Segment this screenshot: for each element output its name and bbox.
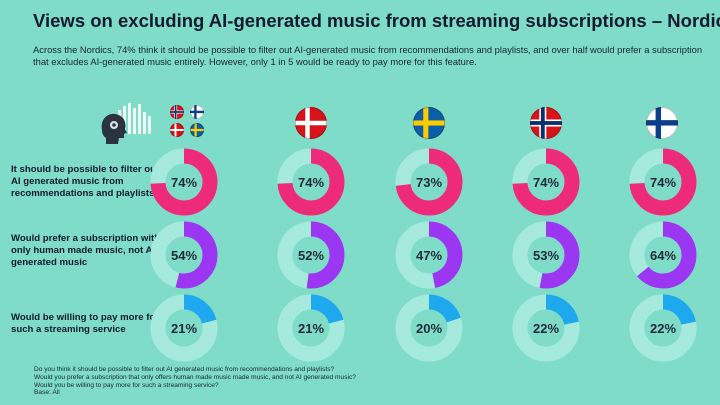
donut-1-1: 52% xyxy=(277,221,345,289)
donut-2-2: 20% xyxy=(395,294,463,362)
mini-sweden-flag-icon xyxy=(190,123,204,137)
donut-0-1: 74% xyxy=(277,148,345,216)
mini-finland-flag-icon xyxy=(190,105,204,119)
donut-value-arc xyxy=(629,294,697,362)
donut-value-label: 20% xyxy=(416,321,442,336)
donut-value-arc xyxy=(150,294,218,362)
donut-value-arc xyxy=(150,221,218,289)
footnote-base: Base: All xyxy=(34,389,60,397)
donut-value-arc xyxy=(277,221,345,289)
donut-value-arc xyxy=(395,148,463,216)
donut-value-label: 21% xyxy=(171,321,197,336)
row-label-filter: It should be possible to filter out AI g… xyxy=(11,164,160,199)
donut-value-arc xyxy=(277,148,345,216)
donut-value-label: 47% xyxy=(416,248,442,263)
footnote-q2: Would you prefer a subscription that onl… xyxy=(34,373,356,381)
donut-2-4: 22% xyxy=(629,294,697,362)
donut-value-arc xyxy=(629,221,697,289)
donut-value-label: 22% xyxy=(533,321,559,336)
sweden-flag-icon xyxy=(413,107,445,139)
donut-1-3: 53% xyxy=(512,221,580,289)
row-label-human-only: Would prefer a subscription with only hu… xyxy=(11,233,161,268)
donut-2-1: 21% xyxy=(277,294,345,362)
mini-norway-flag-icon xyxy=(170,105,184,119)
donut-value-label: 22% xyxy=(650,321,676,336)
donut-0-0: 74% xyxy=(150,148,218,216)
donut-0-4: 74% xyxy=(629,148,697,216)
donut-2-3: 22% xyxy=(512,294,580,362)
mini-flags-group-icon xyxy=(170,105,204,137)
donut-value-label: 54% xyxy=(171,248,197,263)
donut-value-arc xyxy=(512,294,580,362)
row-label-pay-more: Would be willing to pay more for such a … xyxy=(11,312,159,335)
denmark-flag-icon xyxy=(295,107,327,139)
donut-1-4: 64% xyxy=(629,221,697,289)
donut-value-label: 52% xyxy=(298,248,324,263)
donut-value-arc xyxy=(277,294,345,362)
donut-1-0: 54% xyxy=(150,221,218,289)
finland-flag-icon xyxy=(646,107,678,139)
donut-value-label: 74% xyxy=(171,175,197,190)
donut-value-label: 74% xyxy=(650,175,676,190)
donut-value-arc xyxy=(395,294,463,362)
donut-value-arc xyxy=(150,148,218,216)
donut-2-0: 21% xyxy=(150,294,218,362)
norway-flag-icon xyxy=(530,107,562,139)
donut-value-label: 73% xyxy=(416,175,442,190)
page-subtitle: Across the Nordics, 74% think it should … xyxy=(33,44,703,67)
donut-value-arc xyxy=(512,148,580,216)
donut-value-arc xyxy=(629,148,697,216)
donut-value-label: 74% xyxy=(298,175,324,190)
donut-value-label: 21% xyxy=(298,321,324,336)
footnotes: Do you think it should be possible to fi… xyxy=(34,366,356,397)
donut-value-arc xyxy=(395,221,463,289)
footnote-q1: Do you think it should be possible to fi… xyxy=(34,366,335,373)
donut-value-label: 64% xyxy=(650,248,676,263)
donut-value-arc xyxy=(512,221,580,289)
donut-1-2: 47% xyxy=(395,221,463,289)
mini-denmark-flag-icon xyxy=(170,123,184,137)
page-title: Views on excluding AI-generated music fr… xyxy=(33,10,720,31)
donut-0-2: 73% xyxy=(395,148,463,216)
donut-value-label: 74% xyxy=(533,175,559,190)
donut-0-3: 74% xyxy=(512,148,580,216)
footnote-q3: Would you be willing to pay more for suc… xyxy=(34,381,219,389)
head-with-music-bars-icon xyxy=(101,103,151,144)
donut-value-label: 53% xyxy=(533,248,559,263)
